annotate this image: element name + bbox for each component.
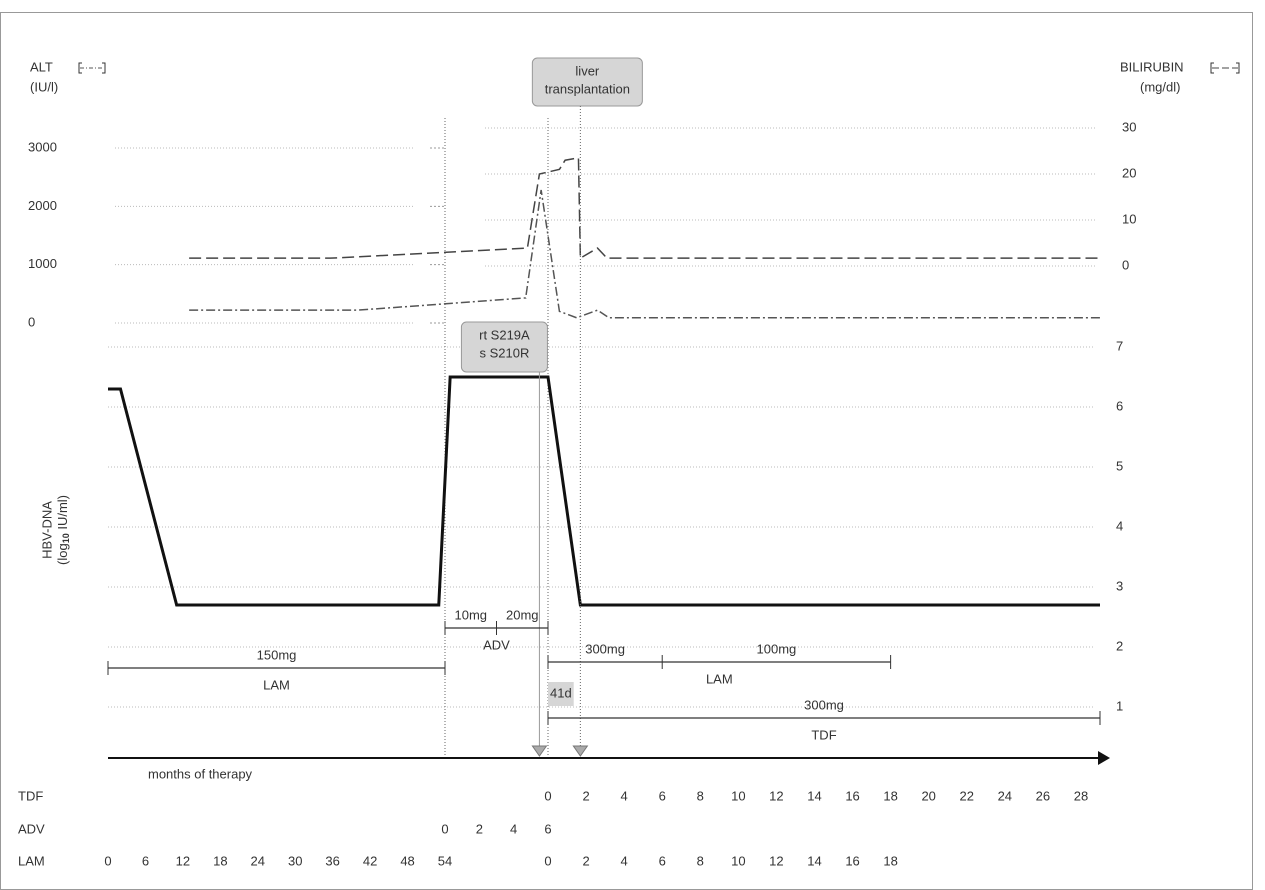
annotation-box [460,321,548,373]
row-label: LAM [18,853,45,868]
y-tick-label: 0 [28,314,35,329]
row-label: TDF [18,788,43,803]
unit-label: (mg/dl) [1140,79,1180,94]
event-marker [531,745,548,757]
x-tick-label: 18 [883,853,897,868]
x-tick-label: 2 [582,788,589,803]
x-tick-label: 36 [325,853,339,868]
x-tick-label: 16 [845,853,859,868]
y3-label: HBV-DNA [39,501,54,559]
dose-label: 300mg [585,641,625,656]
y2-tick-label: 30 [1122,119,1136,134]
y3-unit: (log10 IU/ml) [55,495,71,565]
x-tick-label: 22 [960,788,974,803]
y2-tick-label: 10 [1122,211,1136,226]
x-tick-label: 16 [845,788,859,803]
x-tick-label: 8 [697,853,704,868]
dose-label: 150mg [257,647,297,662]
y2-tick-label: 20 [1122,165,1136,180]
data-line [189,189,1100,319]
unit-label: (IU/l) [30,79,58,94]
x-tick-label: 18 [213,853,227,868]
data-line [108,375,1100,607]
unit-part: IU/ml) [55,495,70,533]
treatment-label: LAM [263,677,290,692]
x-tick-label: 10 [731,853,745,868]
legend-label: BILIRUBIN [1120,59,1184,74]
x-tick-label: 24 [251,853,265,868]
x-tick-label: 8 [697,788,704,803]
x-tick-label: 30 [288,853,302,868]
row-label: ADV [18,821,45,836]
y3-tick-label: 7 [1116,338,1123,353]
unit-sub: 10 [61,533,71,543]
dose-label: 100mg [757,641,797,656]
x-axis-arrow [1098,751,1110,765]
y3-tick-label: 5 [1116,458,1123,473]
x-tick-label: 6 [544,821,551,836]
x-tick-label: 26 [1036,788,1050,803]
x-tick-label: 28 [1074,788,1088,803]
dose-label: 10mg [454,607,487,622]
x-tick-label: 4 [510,821,517,836]
x-tick-label: 12 [769,853,783,868]
y-tick-label: 2000 [28,198,57,213]
x-tick-label: 14 [807,788,821,803]
treatment-label: LAM [706,671,733,686]
x-tick-label: 6 [659,788,666,803]
x-tick-label: 6 [659,853,666,868]
x-tick-label: 42 [363,853,377,868]
x-tick-label: 0 [441,821,448,836]
y3-tick-label: 1 [1116,698,1123,713]
dose-label: 20mg [506,607,539,622]
legend-bracket [78,62,106,74]
x-tick-label: 0 [104,853,111,868]
x-tick-label: 12 [769,788,783,803]
annotation-text: rt S219A [479,327,530,342]
x-tick-label: 54 [438,853,452,868]
y3-tick-label: 2 [1116,638,1123,653]
annotation-text: s S210R [479,345,529,360]
x-tick-label: 4 [621,788,628,803]
y-tick-label: 3000 [28,139,57,154]
y3-tick-label: 4 [1116,518,1123,533]
y2-tick-label: 0 [1122,257,1129,272]
x-tick-label: 18 [883,788,897,803]
unit-part: (log [55,543,70,565]
treatment-label: TDF [811,727,836,742]
annotation-text: transplantation [545,81,630,96]
x-tick-label: 6 [142,853,149,868]
annotation-box [531,57,643,107]
x-tick-label: 2 [582,853,589,868]
data-line [189,157,1100,260]
treatment-label: ADV [483,637,510,652]
x-tick-label: 2 [476,821,483,836]
x-tick-label: 10 [731,788,745,803]
x-tick-label: 0 [544,853,551,868]
x-tick-label: 12 [176,853,190,868]
y3-tick-label: 6 [1116,398,1123,413]
interval-box [548,682,574,706]
event-marker [572,745,589,757]
x-tick-label: 0 [544,788,551,803]
y3-tick-label: 3 [1116,578,1123,593]
x-tick-label: 48 [400,853,414,868]
legend-label: ALT [30,59,53,74]
dose-label: 300mg [804,697,844,712]
y-tick-label: 1000 [28,256,57,271]
x-axis-label: months of therapy [148,766,253,781]
interval-label: 41d [550,685,572,700]
x-tick-label: 14 [807,853,821,868]
legend-bracket [1210,62,1240,74]
annotation-text: liver [575,63,600,78]
x-tick-label: 4 [621,853,628,868]
x-tick-label: 24 [998,788,1012,803]
x-tick-label: 20 [921,788,935,803]
